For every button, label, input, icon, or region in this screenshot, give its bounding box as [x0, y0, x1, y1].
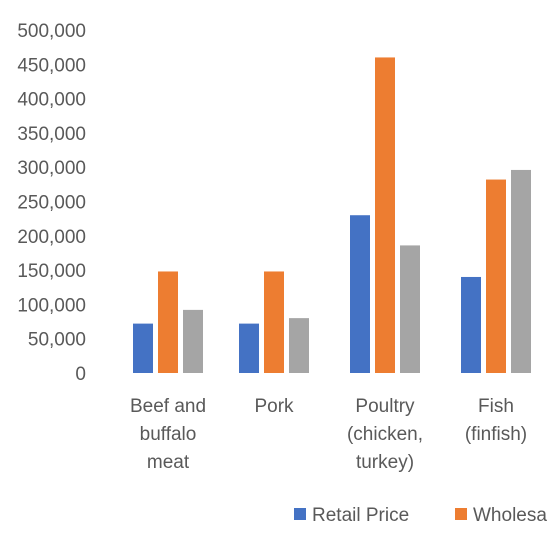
bar	[375, 57, 395, 373]
bar	[158, 271, 178, 373]
bar	[289, 318, 309, 373]
y-tick-label: 150,000	[17, 261, 86, 282]
y-tick-label: 0	[75, 364, 86, 385]
bar	[400, 245, 420, 373]
bars	[133, 57, 531, 373]
y-tick-label: 450,000	[17, 55, 86, 76]
legend-swatch	[455, 508, 467, 520]
legend-label: Wholesale	[473, 505, 548, 526]
bar	[183, 310, 203, 373]
y-tick-label: 200,000	[17, 227, 86, 248]
x-category-label: Poultry (chicken, turkey)	[347, 396, 423, 473]
bar	[264, 271, 284, 373]
y-axis-ticks: 0 50,000 100,000 150,000 200,000 250,000 300,0…	[17, 21, 86, 385]
y-tick-label: 100,000	[17, 295, 86, 316]
legend-label: Retail Price	[312, 505, 409, 526]
y-tick-label: 400,000	[17, 90, 86, 111]
bar	[239, 324, 259, 373]
x-category-label: Beef and buffalo meat	[130, 396, 206, 473]
legend: Retail Price Wholesale	[294, 505, 548, 526]
y-tick-label: 350,000	[17, 124, 86, 145]
y-tick-label: 250,000	[17, 193, 86, 214]
y-tick-label: 300,000	[17, 158, 86, 179]
x-category-label: Pork	[254, 396, 294, 417]
bar	[133, 324, 153, 373]
legend-swatch	[294, 508, 306, 520]
bar	[461, 277, 481, 373]
y-tick-label: 500,000	[17, 21, 86, 42]
y-tick-label: 50,000	[28, 330, 86, 351]
x-category-label: Fish (finfish)	[465, 396, 527, 445]
x-axis-labels: Beef and buffalo meat Pork Poultry (chicken, t…	[130, 396, 527, 473]
bar	[350, 215, 370, 373]
bar	[511, 170, 531, 373]
bar	[486, 180, 506, 373]
